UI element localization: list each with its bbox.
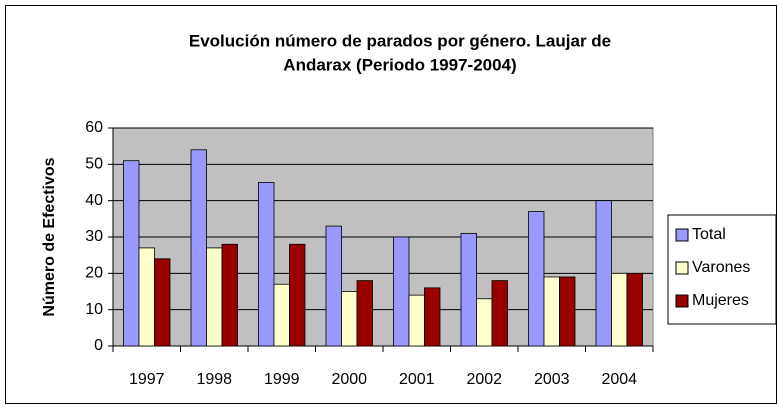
bar bbox=[356, 280, 373, 347]
x-tick-label: 2001 bbox=[399, 371, 435, 388]
bar bbox=[206, 247, 223, 347]
bar bbox=[123, 160, 140, 347]
legend-swatch bbox=[675, 294, 689, 308]
x-tick-label: 1997 bbox=[129, 371, 165, 388]
legend-swatch bbox=[675, 228, 689, 242]
bar bbox=[424, 287, 441, 347]
x-tick-label: 2002 bbox=[466, 371, 502, 388]
bar bbox=[289, 243, 306, 347]
bar bbox=[273, 283, 290, 347]
bar bbox=[190, 149, 207, 347]
x-tick-label: 2000 bbox=[331, 371, 367, 388]
x-tick-label: 2003 bbox=[534, 371, 570, 388]
x-tick-label: 2004 bbox=[601, 371, 637, 388]
bar bbox=[325, 225, 342, 347]
bar bbox=[559, 276, 576, 347]
x-tick-label: 1999 bbox=[264, 371, 300, 388]
bar bbox=[476, 298, 493, 347]
bar bbox=[221, 243, 238, 347]
y-axis-label: Número de Efectivos bbox=[41, 157, 58, 316]
bar bbox=[626, 272, 643, 347]
bar bbox=[611, 272, 628, 347]
legend-label: Mujeres bbox=[692, 292, 749, 309]
x-tick-label: 1998 bbox=[196, 371, 232, 388]
bar bbox=[491, 280, 508, 347]
y-tick-label: 60 bbox=[85, 119, 103, 136]
bar bbox=[460, 232, 477, 347]
bar bbox=[393, 236, 410, 347]
bar bbox=[154, 258, 171, 347]
bar bbox=[528, 211, 545, 347]
y-tick-label: 0 bbox=[94, 337, 103, 354]
bar bbox=[341, 291, 358, 347]
y-tick-label: 50 bbox=[85, 156, 103, 173]
y-tick-label: 10 bbox=[85, 301, 103, 318]
y-tick-label: 20 bbox=[85, 265, 103, 282]
legend-label: Total bbox=[692, 226, 726, 243]
y-tick-label: 30 bbox=[85, 228, 103, 245]
bar bbox=[408, 294, 425, 347]
y-tick-label: 40 bbox=[85, 192, 103, 209]
legend-swatch bbox=[675, 261, 689, 275]
bar bbox=[595, 200, 612, 347]
bar bbox=[543, 276, 560, 347]
legend-label: Varones bbox=[692, 259, 750, 276]
chart-title: Andarax (Periodo 1997-2004) bbox=[283, 55, 516, 74]
bar bbox=[138, 247, 155, 347]
chart-title: Evolución número de parados por género. … bbox=[189, 31, 611, 50]
bar bbox=[258, 182, 275, 347]
